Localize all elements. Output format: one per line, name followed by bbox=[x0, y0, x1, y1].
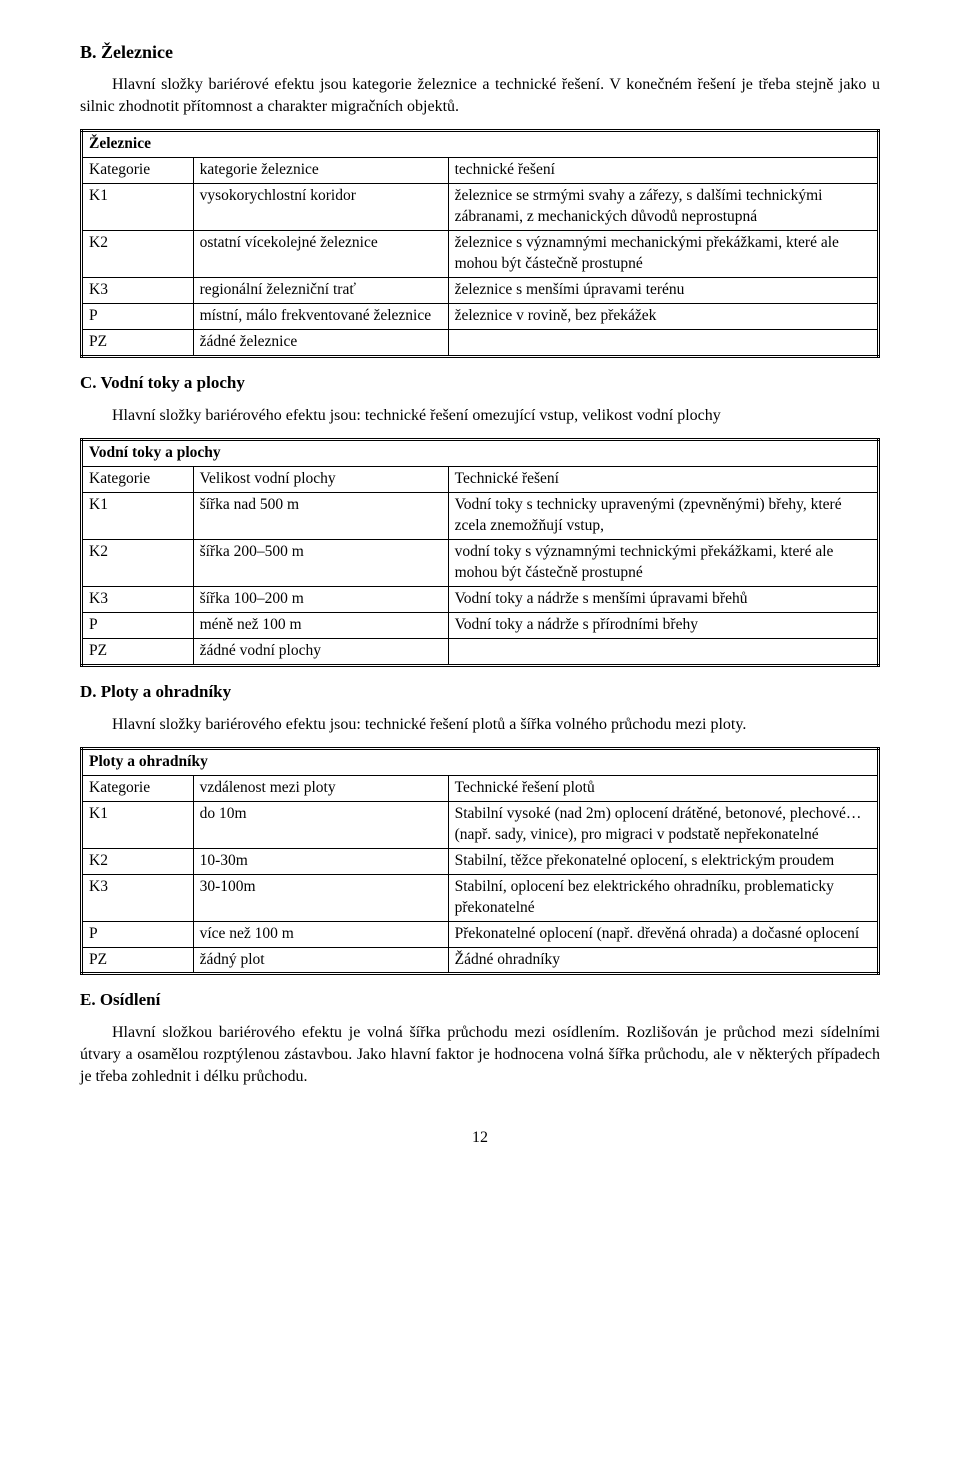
th: Kategorie bbox=[82, 467, 194, 493]
td: železnice s významnými mechanickými přek… bbox=[448, 231, 878, 278]
td: 30-100m bbox=[193, 874, 448, 921]
td: železnice v rovině, bez překážek bbox=[448, 303, 878, 329]
td: více než 100 m bbox=[193, 921, 448, 947]
td: PZ bbox=[82, 947, 194, 974]
td: Vodní toky s technicky upravenými (zpevn… bbox=[448, 493, 878, 540]
td: žádné vodní plochy bbox=[193, 638, 448, 665]
td: Stabilní, těžce překonatelné oplocení, s… bbox=[448, 848, 878, 874]
td: méně než 100 m bbox=[193, 612, 448, 638]
page-number: 12 bbox=[80, 1127, 880, 1149]
table-vodni: Vodní toky a plochy Kategorie Velikost v… bbox=[80, 438, 880, 666]
td: šířka 100–200 m bbox=[193, 586, 448, 612]
td: Stabilní vysoké (nad 2m) oplocení drátěn… bbox=[448, 801, 878, 848]
td: Stabilní, oplocení bez elektrického ohra… bbox=[448, 874, 878, 921]
td: Překonatelné oplocení (např. dřevěná ohr… bbox=[448, 921, 878, 947]
td: 10-30m bbox=[193, 848, 448, 874]
td: K2 bbox=[82, 540, 194, 587]
td: do 10m bbox=[193, 801, 448, 848]
section-e-heading: E. Osídlení bbox=[80, 989, 880, 1012]
th: technické řešení bbox=[448, 158, 878, 184]
table-zeleznice: Železnice Kategorie kategorie železnice … bbox=[80, 129, 880, 357]
td: K1 bbox=[82, 801, 194, 848]
td: vodní toky s významnými technickými přek… bbox=[448, 540, 878, 587]
section-c-heading: C. Vodní toky a plochy bbox=[80, 372, 880, 395]
td: K3 bbox=[82, 278, 194, 304]
td: K3 bbox=[82, 874, 194, 921]
td: žádné železnice bbox=[193, 329, 448, 356]
td: K2 bbox=[82, 848, 194, 874]
td: železnice se strmými svahy a zářezy, s d… bbox=[448, 184, 878, 231]
td: K2 bbox=[82, 231, 194, 278]
td: vysokorychlostní koridor bbox=[193, 184, 448, 231]
th: Technické řešení bbox=[448, 467, 878, 493]
table-zeleznice-title: Železnice bbox=[82, 131, 879, 158]
th: Technické řešení plotů bbox=[448, 776, 878, 802]
td: Žádné ohradníky bbox=[448, 947, 878, 974]
table-ploty: Ploty a ohradníky Kategorie vzdálenost m… bbox=[80, 747, 880, 975]
th: vzdálenost mezi ploty bbox=[193, 776, 448, 802]
th: Kategorie bbox=[82, 776, 194, 802]
section-d-intro: Hlavní složky bariérového efektu jsou: t… bbox=[80, 714, 880, 736]
td: ostatní vícekolejné železnice bbox=[193, 231, 448, 278]
th: Kategorie bbox=[82, 158, 194, 184]
td: PZ bbox=[82, 329, 194, 356]
section-b-heading: B. Železnice bbox=[80, 40, 880, 64]
section-c-intro: Hlavní složky bariérového efektu jsou: t… bbox=[80, 405, 880, 427]
td: P bbox=[82, 612, 194, 638]
section-b-intro: Hlavní složky bariérové efektu jsou kate… bbox=[80, 74, 880, 117]
th: kategorie železnice bbox=[193, 158, 448, 184]
td bbox=[448, 638, 878, 665]
td: Vodní toky a nádrže s přírodními břehy bbox=[448, 612, 878, 638]
td: P bbox=[82, 921, 194, 947]
td: železnice s menšími úpravami terénu bbox=[448, 278, 878, 304]
table-ploty-title: Ploty a ohradníky bbox=[82, 749, 879, 776]
td: PZ bbox=[82, 638, 194, 665]
th: Velikost vodní plochy bbox=[193, 467, 448, 493]
td: regionální železniční trať bbox=[193, 278, 448, 304]
section-d-heading: D. Ploty a ohradníky bbox=[80, 681, 880, 704]
td: místní, málo frekventované železnice bbox=[193, 303, 448, 329]
section-e-intro: Hlavní složkou bariérového efektu je vol… bbox=[80, 1022, 880, 1087]
td: K3 bbox=[82, 586, 194, 612]
td bbox=[448, 329, 878, 356]
td: žádný plot bbox=[193, 947, 448, 974]
td: P bbox=[82, 303, 194, 329]
td: šířka 200–500 m bbox=[193, 540, 448, 587]
td: K1 bbox=[82, 184, 194, 231]
table-vodni-title: Vodní toky a plochy bbox=[82, 440, 879, 467]
td: šířka nad 500 m bbox=[193, 493, 448, 540]
td: Vodní toky a nádrže s menšími úpravami b… bbox=[448, 586, 878, 612]
td: K1 bbox=[82, 493, 194, 540]
